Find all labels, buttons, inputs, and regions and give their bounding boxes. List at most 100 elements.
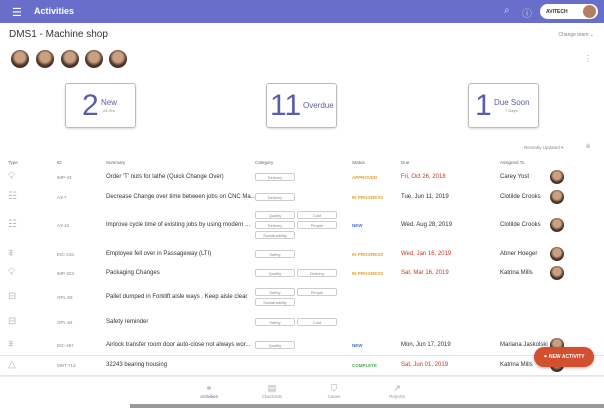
column-header[interactable]: Summary <box>106 160 126 165</box>
cone-icon: △ <box>8 359 16 370</box>
due-date: Mon, Jun 17, 2019 <box>401 342 451 348</box>
activity-id: OPL-83 <box>57 295 73 300</box>
nav-label: Activities <box>200 394 218 399</box>
avatar[interactable] <box>85 50 103 68</box>
avatar[interactable] <box>36 50 54 68</box>
status-badge: APPROVED <box>352 175 378 180</box>
category-pill: Quality <box>255 269 295 277</box>
category-pill: Sustainability <box>255 231 295 239</box>
due-date: Tue, Jun 11, 2019 <box>401 194 449 200</box>
page-title: DMS1 - Machine shop <box>9 29 108 40</box>
help-icon[interactable]: ⓘ <box>522 9 532 20</box>
new-sub: 24 Hrs <box>103 108 115 113</box>
overdue-card[interactable]: 11 Overdue <box>266 83 337 128</box>
nav-reports[interactable]: ↗ Reports <box>377 383 417 399</box>
assignee-name: Clotilde Crooks <box>500 222 541 228</box>
status-badge: NEW <box>352 223 363 228</box>
assignee-avatar <box>550 266 564 280</box>
category-pill: Delivery <box>255 193 295 201</box>
category-pill: Delivery <box>255 221 295 229</box>
activity-id: IMP-323 <box>57 271 75 276</box>
category-pill: Delivery <box>255 173 295 181</box>
due-soon-count: 1 <box>475 89 492 122</box>
avatar[interactable] <box>109 50 127 68</box>
brand-logo: AVITECH <box>546 9 568 15</box>
activity-summary[interactable]: Safety reminder <box>106 319 149 325</box>
status-badge: NEW <box>352 343 363 348</box>
search-icon[interactable]: ⌕ <box>504 5 510 16</box>
activity-id: OPL-84 <box>57 320 73 325</box>
column-header[interactable]: Due <box>401 160 410 165</box>
status-badge: IN PROGRESS <box>352 271 384 276</box>
sort-dropdown[interactable]: Recently Updated ▾ <box>524 145 564 150</box>
activity-summary[interactable]: 32243 bearing housing <box>106 362 168 368</box>
column-header[interactable]: Category <box>255 160 274 165</box>
column-header[interactable]: ID <box>57 160 62 165</box>
activity-summary[interactable]: Decrease Change over time between jobs o… <box>106 194 256 200</box>
activity-id: MNT-713 <box>57 363 76 368</box>
more-options-icon[interactable]: ⋮ <box>584 54 592 63</box>
presentation-icon: ⊟ <box>8 291 17 302</box>
nav-activities[interactable]: ⚭ Activities <box>189 383 229 399</box>
category-pill: Safety <box>255 250 295 258</box>
row-divider <box>0 375 604 376</box>
status-badge: IN PROGRESS <box>352 195 384 200</box>
overdue-count: 11 <box>270 89 302 122</box>
category-pill: People <box>297 288 337 296</box>
category-pill: Quality <box>255 341 295 349</box>
due-date: Wed, Aug 28, 2019 <box>401 222 452 228</box>
category-pill: Cost <box>297 211 337 219</box>
nav-checklists[interactable]: ▤ Checklists <box>252 383 292 399</box>
column-header[interactable]: Status <box>352 160 365 165</box>
new-activity-button[interactable]: ⚭ NEW ACTIVITY <box>534 347 594 367</box>
activity-summary[interactable]: Improve cycle time of existing jobs by u… <box>106 222 251 228</box>
horizontal-scrollbar[interactable] <box>130 404 604 408</box>
activity-id: A3-10 <box>57 223 70 228</box>
assignee-name: Abner Hoeger <box>500 251 538 257</box>
avatar[interactable] <box>11 50 29 68</box>
overdue-label: Overdue <box>303 101 334 110</box>
column-header[interactable]: Type <box>8 160 18 165</box>
account-menu[interactable]: AVITECH <box>540 4 598 19</box>
category-pill: Quality <box>255 211 295 219</box>
category-pill: Delivery <box>297 269 337 277</box>
due-soon-sub: 7 Days <box>505 108 518 113</box>
activity-summary[interactable]: Pallet dumped in Forklift aisle ways . K… <box>106 294 248 300</box>
due-date: Fri, Oct 26, 2018 <box>401 174 446 180</box>
chart-line-icon: ↗ <box>393 383 401 393</box>
change-team-button[interactable]: Change team ⌄ <box>558 32 594 38</box>
new-card[interactable]: 2 New 24 Hrs <box>65 83 136 128</box>
barrier-icon: ⩨ <box>8 248 14 259</box>
checklist-icon: ☷ <box>8 219 17 230</box>
activity-summary[interactable]: Employee fell over in Passageway (LTI) <box>106 251 212 257</box>
assignee-name: Katrina Mills <box>500 270 533 276</box>
assignee-avatar <box>550 170 564 184</box>
column-header[interactable]: Assigned To <box>500 160 525 165</box>
category-pill: Sustainability <box>255 298 295 306</box>
due-date: Wed, Jan 16, 2019 <box>401 251 452 257</box>
new-count: 2 <box>82 89 99 122</box>
activity-id: A3-7 <box>57 195 67 200</box>
activity-summary[interactable]: Airlock transfer room door auto-close no… <box>106 342 251 348</box>
category-pill: People <box>297 221 337 229</box>
nav-label: Cases <box>327 394 341 399</box>
activity-summary[interactable]: Order 'T' nuts for lathe (Quick Change O… <box>106 174 224 180</box>
nav-cases[interactable]: ⛉ Cases <box>314 383 354 399</box>
hamburger-icon[interactable]: ☰ <box>12 7 22 19</box>
app-header: ☰ Activities ⌕ ⓘ AVITECH <box>0 0 604 23</box>
barrier-icon: ⩨ <box>8 339 14 350</box>
activity-id: INC-467 <box>57 343 74 348</box>
filter-icon[interactable]: ⩸ <box>586 143 591 150</box>
shield-icon: ⛉ <box>330 383 338 393</box>
assignee-name: Carey Yost <box>500 174 530 180</box>
user-avatar <box>583 5 596 18</box>
new-label: New <box>101 98 118 107</box>
checklist-icon: ☷ <box>8 191 17 202</box>
activity-summary[interactable]: Packaging Changes <box>106 270 160 276</box>
assignee-name: Mariana Jaskolski <box>500 342 548 348</box>
assignee-avatar <box>550 190 564 204</box>
activity-id: INC-415 <box>57 252 74 257</box>
due-soon-card[interactable]: 1 Due Soon 7 Days <box>468 83 539 128</box>
avatar[interactable] <box>61 50 79 68</box>
assignee-name: Clotilde Crooks <box>500 194 541 200</box>
